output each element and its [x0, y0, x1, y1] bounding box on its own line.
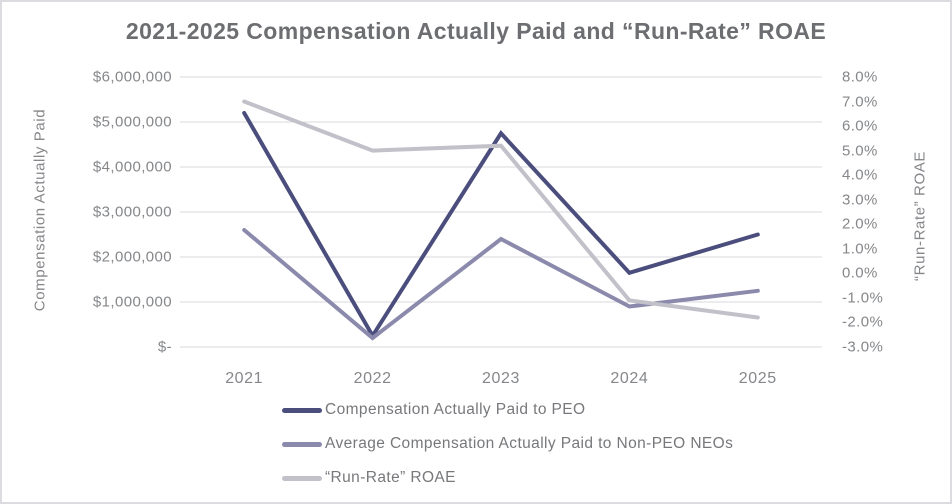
- legend-line-swatch: [282, 475, 322, 481]
- series-line-1: [242, 111, 760, 340]
- legend-item-1: Compensation Actually Paid to PEO: [282, 399, 733, 421]
- left-axis-tick: $-: [157, 338, 172, 356]
- right-axis-tick: 6.0%: [842, 117, 878, 135]
- x-axis-label: 2023: [482, 370, 520, 387]
- right-axis-tick: 3.0%: [842, 191, 878, 209]
- series-line-2: [242, 228, 760, 341]
- left-axis-tick-labels: $6,000,000 $5,000,000 $4,000,000 $3,000,000…: [2, 2, 172, 502]
- right-axis-tick: 0.0%: [842, 264, 878, 282]
- x-axis-label: 2021: [225, 370, 264, 387]
- x-axis-label: 2022: [353, 370, 392, 387]
- legend-label: Average Compensation Actually Paid to No…: [325, 435, 734, 452]
- right-axis-tick: 5.0%: [842, 142, 878, 160]
- right-axis-tick: 2.0%: [842, 215, 878, 233]
- right-axis-tick-labels: 8.0% 7.0% 6.0% 5.0% 4.0% 3.0% 2.0% 1.0% 0.0% -1.0…: [842, 2, 950, 502]
- left-axis-tick: $2,000,000: [92, 248, 172, 266]
- legend-line-swatch: [282, 407, 322, 413]
- right-axis-tick: 4.0%: [842, 166, 878, 184]
- series-line-3: [242, 99, 760, 320]
- legend: Compensation Actually Paid to PEO Average…: [282, 399, 733, 489]
- legend-item-3: “Run-Rate” ROAE: [282, 467, 733, 489]
- legend-line-swatch: [282, 441, 322, 447]
- left-axis-tick: $5,000,000: [92, 113, 172, 131]
- legend-item-2: Average Compensation Actually Paid to No…: [282, 433, 733, 455]
- legend-label: Compensation Actually Paid to PEO: [325, 401, 586, 418]
- right-axis-tick: -2.0%: [842, 313, 884, 331]
- x-axis-label: 2025: [738, 370, 777, 387]
- right-axis-tick: 8.0%: [842, 68, 878, 86]
- legend-label: “Run-Rate” ROAE: [325, 469, 456, 486]
- chart-title: 2021-2025 Compensation Actually Paid and…: [125, 18, 827, 44]
- right-axis-tick: -3.0%: [842, 338, 884, 356]
- right-axis-tick: 1.0%: [842, 240, 878, 258]
- left-axis-tick: $4,000,000: [92, 158, 172, 176]
- left-axis-tick: $1,000,000: [92, 293, 172, 311]
- x-axis-label: 2024: [610, 370, 649, 387]
- plot-area: [180, 76, 822, 348]
- left-axis-tick: $3,000,000: [92, 203, 172, 221]
- right-axis-tick: 7.0%: [842, 93, 878, 111]
- left-axis-tick: $6,000,000: [92, 68, 172, 86]
- right-axis-tick: -1.0%: [842, 289, 884, 307]
